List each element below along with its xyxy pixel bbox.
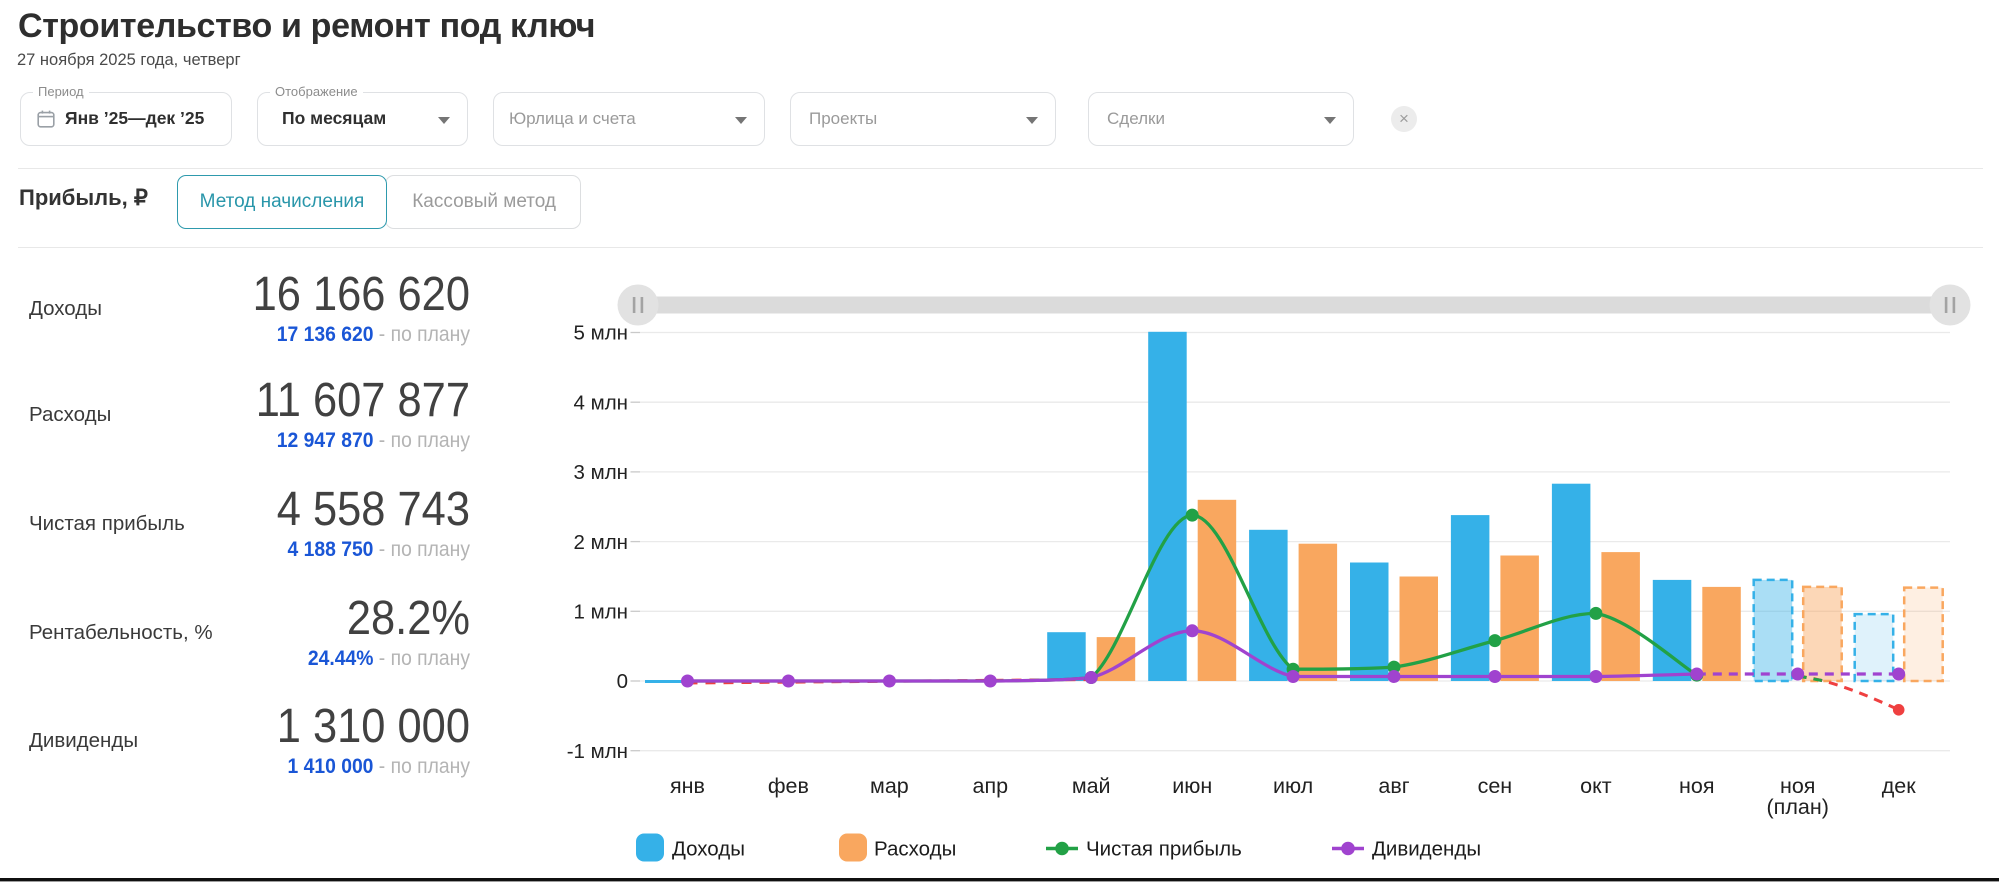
svg-text:Дивиденды: Дивиденды bbox=[1372, 838, 1481, 861]
svg-text:мар: мар bbox=[870, 774, 909, 798]
svg-text:4 млн: 4 млн bbox=[574, 391, 628, 414]
svg-text:апр: апр bbox=[973, 774, 1009, 798]
svg-text:Доходы: Доходы bbox=[672, 838, 745, 861]
svg-text:(план): (план) bbox=[1767, 795, 1829, 819]
svg-text:фев: фев bbox=[768, 774, 809, 798]
svg-text:сен: сен bbox=[1478, 774, 1513, 798]
svg-text:Расходы: Расходы bbox=[874, 838, 956, 861]
svg-text:июн: июн bbox=[1172, 774, 1212, 798]
svg-text:0: 0 bbox=[617, 670, 628, 693]
svg-text:Чистая прибыль: Чистая прибыль bbox=[1086, 838, 1242, 861]
svg-text:дек: дек bbox=[1882, 774, 1917, 798]
svg-text:1 млн: 1 млн bbox=[574, 601, 628, 624]
svg-text:окт: окт bbox=[1580, 774, 1612, 798]
svg-text:янв: янв bbox=[670, 774, 705, 798]
svg-text:июл: июл bbox=[1273, 774, 1313, 798]
svg-text:3 млн: 3 млн bbox=[574, 461, 628, 484]
svg-text:2 млн: 2 млн bbox=[574, 531, 628, 554]
svg-text:-1 млн: -1 млн bbox=[567, 740, 628, 763]
svg-text:5 млн: 5 млн bbox=[574, 322, 628, 345]
svg-text:ноя: ноя bbox=[1780, 774, 1815, 798]
svg-text:май: май bbox=[1072, 774, 1111, 798]
svg-text:авг: авг bbox=[1378, 774, 1409, 798]
svg-text:ноя: ноя bbox=[1679, 774, 1714, 798]
